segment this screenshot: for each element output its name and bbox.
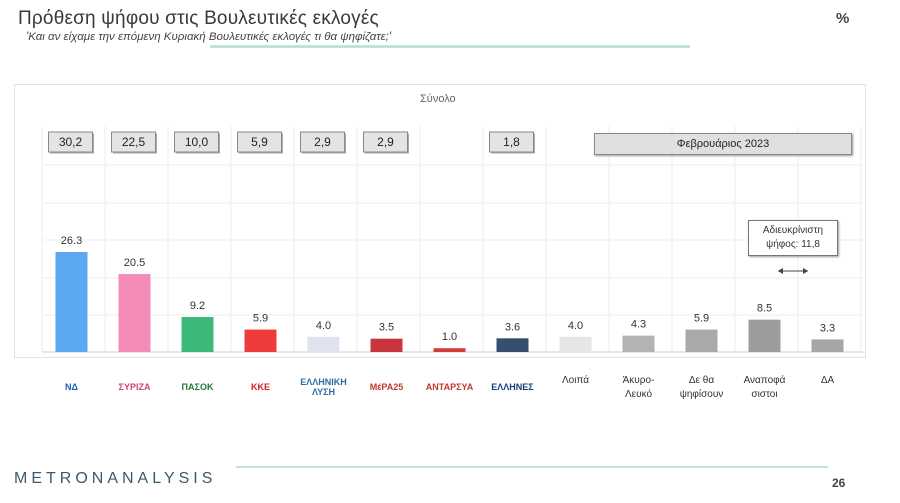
title-underline — [210, 45, 690, 48]
party-logo: ΜέΡΑ25 — [369, 382, 404, 392]
category-label: ΔΑ — [820, 375, 835, 386]
undecided-note: Αδιευκρίνιστη ψήφος: 11,8 — [748, 220, 838, 256]
reduced-value: 10,0 — [185, 135, 209, 149]
party-logo: ΠΑΣΟΚ — [181, 382, 214, 392]
reduced-value: 5,9 — [251, 135, 268, 149]
chart-frame — [14, 84, 866, 358]
bar — [559, 336, 592, 352]
note-arrow-head-left — [778, 268, 783, 274]
reduced-box — [48, 131, 93, 153]
party-logo: ΕΛΛΗΝΙΚΗ ΛΥΣΗ — [300, 377, 347, 397]
party-logo: ΝΔ — [65, 382, 78, 392]
value-label: 20.5 — [124, 257, 145, 269]
value-label: 8.5 — [757, 303, 772, 315]
reduced-value: 22,5 — [122, 135, 146, 149]
page-title: Πρόθεση ψήφου στις Βουλευτικές εκλογές — [18, 8, 379, 29]
reduced-box — [237, 131, 282, 153]
value-label: 3.5 — [379, 322, 394, 334]
value-label: 4.3 — [631, 319, 646, 331]
reduced-box — [111, 131, 156, 153]
category-label: Δε θα ψηφίσουν — [679, 375, 724, 400]
footer-line — [236, 466, 828, 468]
bar — [496, 338, 529, 352]
bar — [370, 338, 403, 352]
value-label: 5.9 — [253, 313, 268, 325]
bar — [244, 329, 277, 352]
period-label: Φεβρουάριος 2023 — [594, 133, 852, 155]
category-label: Αναποφά σιστοι — [743, 375, 786, 400]
note-line-1: Αδιευκρίνιστη — [762, 225, 824, 236]
value-label: 5.9 — [694, 313, 709, 325]
value-label: 26.3 — [61, 235, 82, 247]
brand-logo: METRONANALYSIS — [14, 470, 217, 487]
bar — [181, 317, 214, 352]
bar — [811, 339, 844, 352]
value-label: 9.2 — [190, 300, 205, 312]
value-label: 4.0 — [316, 320, 331, 332]
unit-label: % — [836, 10, 850, 27]
value-label: 4.0 — [568, 320, 583, 332]
total-label: Σύνολο — [420, 93, 456, 105]
bar — [622, 335, 655, 352]
reduced-box — [489, 131, 534, 153]
party-logo: ΕΛΛΗΝΕΣ — [491, 382, 534, 392]
value-label: 3.6 — [505, 321, 520, 333]
reduced-value: 2,9 — [314, 135, 331, 149]
value-label: 1.0 — [442, 331, 457, 343]
party-logo: ΣΥΡΙΖΑ — [118, 382, 151, 392]
value-label: 3.3 — [820, 322, 835, 334]
note-arrow-head-right — [803, 268, 808, 274]
reduced-value: 1,8 — [503, 135, 520, 149]
party-logo: ΚΚΕ — [250, 382, 270, 392]
bar — [118, 274, 151, 352]
reduced-box — [174, 131, 219, 153]
reduced-box — [300, 131, 345, 153]
reduced-value: 30,2 — [59, 135, 83, 149]
reduced-value: 2,9 — [377, 135, 394, 149]
category-label: Άκυρο- Λευκό — [622, 375, 655, 400]
bar — [55, 252, 88, 352]
bar — [433, 348, 466, 352]
page-number: 26 — [832, 476, 846, 490]
category-label: Λοιπά — [561, 375, 589, 386]
party-logo: ΑΝΤΑΡΣΥΑ — [425, 382, 474, 392]
bar — [307, 336, 340, 352]
page-subtitle: 'Και αν είχαμε την επόμενη Κυριακή Βουλε… — [26, 31, 392, 43]
bar — [685, 329, 718, 352]
note-line-2: ψήφος: 11,8 — [766, 239, 820, 250]
reduced-box — [363, 131, 408, 153]
bar — [748, 319, 781, 352]
